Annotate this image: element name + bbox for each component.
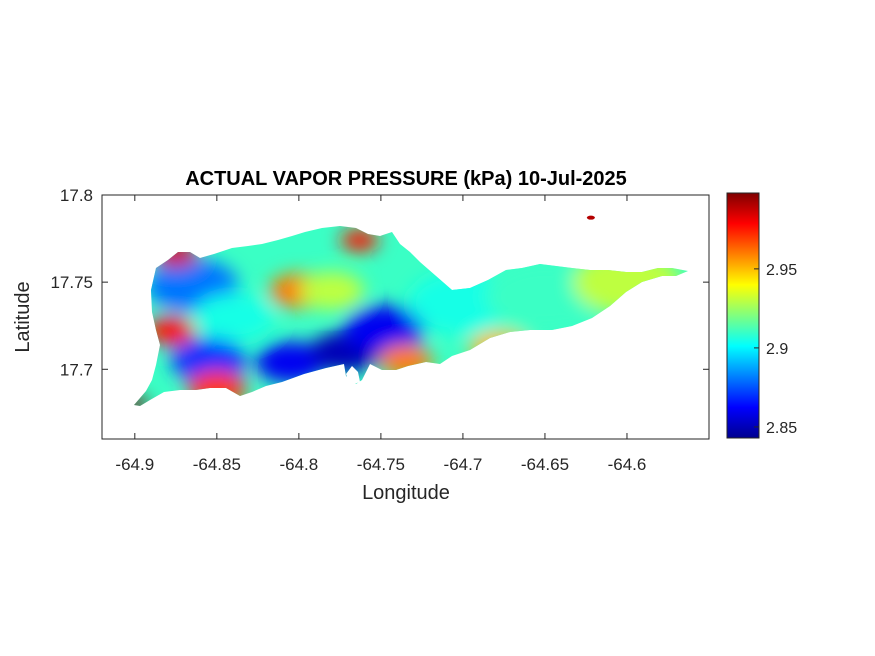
x-tick-label: -64.7 bbox=[444, 455, 483, 474]
y-axis-label: Latitude bbox=[12, 281, 34, 352]
x-tick-label: -64.9 bbox=[115, 455, 154, 474]
colorbar-tick-label: 2.9 bbox=[766, 341, 788, 358]
y-axis-ticks: 17.7 17.75 17.8 bbox=[50, 186, 709, 379]
colorbar-tick-label: 2.95 bbox=[766, 262, 797, 279]
chart-title: ACTUAL VAPOR PRESSURE (kPa) 10-Jul-2025 bbox=[185, 168, 627, 190]
x-tick-label: -64.75 bbox=[357, 455, 405, 474]
colorbar-gradient bbox=[726, 192, 760, 439]
x-tick-label: -64.65 bbox=[521, 455, 569, 474]
y-tick-label: 17.75 bbox=[50, 273, 93, 292]
heat-blob bbox=[146, 316, 196, 346]
colorbar-tick-label: 2.85 bbox=[766, 420, 797, 437]
heat-blob bbox=[134, 396, 149, 406]
x-tick-label: -64.85 bbox=[193, 455, 241, 474]
heat-blob bbox=[343, 305, 425, 354]
heat-blob bbox=[340, 229, 379, 252]
heat-blob bbox=[299, 271, 365, 311]
coastal-notch bbox=[346, 366, 360, 384]
heat-blob bbox=[255, 341, 326, 384]
colorbar-ticks: 2.85 2.9 2.95 bbox=[754, 262, 797, 437]
x-axis-ticks: -64.9 -64.85 -64.8 -64.75 -64.7 -64.65 -64.6 bbox=[115, 195, 646, 474]
y-tick-label: 17.7 bbox=[60, 360, 93, 379]
heat-blob bbox=[170, 338, 247, 383]
x-axis-label: Longitude bbox=[362, 482, 450, 504]
y-tick-label: 17.8 bbox=[60, 186, 93, 205]
heat-blob bbox=[192, 293, 274, 341]
x-tick-label: -64.8 bbox=[279, 455, 318, 474]
offshore-cay bbox=[586, 215, 595, 220]
x-tick-label: -64.6 bbox=[608, 455, 647, 474]
colorbar: 2.85 2.9 2.95 bbox=[726, 192, 797, 439]
